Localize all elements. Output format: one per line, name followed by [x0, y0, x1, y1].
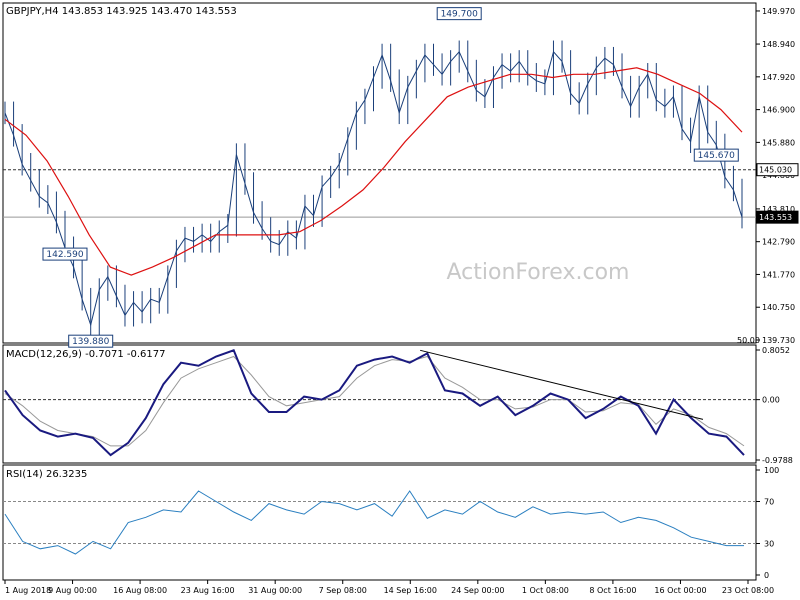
- watermark: ActionForex.com: [447, 260, 630, 285]
- rsi-y-tick-label: 0: [764, 571, 769, 580]
- price-annotation-box: [42, 247, 88, 261]
- x-tick-label: 8 Oct 16:00: [589, 586, 636, 595]
- x-tick-label: 24 Sep 00:00: [451, 586, 504, 595]
- macd-y-tick-label: 0.00: [762, 396, 780, 405]
- rsi-group: 100 70 30 0: [3, 466, 779, 580]
- x-tick-label: 31 Aug 00:00: [248, 586, 302, 595]
- x-tick-label: 16 Aug 08:00: [113, 586, 167, 595]
- price-series-group: [4, 40, 743, 337]
- price-y-tick-label: 148.940: [762, 40, 795, 49]
- x-tick-label: 1 Oct 08:00: [522, 586, 569, 595]
- macd-group: 0.8052 0.00 -0.9788: [3, 346, 793, 465]
- price-y-tick-label: 145.880: [762, 138, 795, 147]
- price-y-tick-label: 146.900: [762, 106, 795, 115]
- rsi-panel-frame: [2, 464, 757, 581]
- price-y-tick-label: 142.790: [762, 238, 795, 247]
- rsi-y-tick-label: 100: [764, 466, 779, 475]
- price-y-tick-label: 139.730: [762, 336, 795, 345]
- price-y-tick-label: 147.920: [762, 73, 795, 82]
- price-y-tick-label: 141.770: [762, 270, 795, 279]
- macd-signal-line: [4, 355, 745, 447]
- price-panel-frame: [2, 2, 757, 344]
- price-level-box: [756, 163, 799, 177]
- rsi-line: [4, 490, 744, 555]
- price-line: [4, 50, 743, 327]
- macd-panel-frame: [2, 344, 757, 464]
- corner-label: 50.00: [737, 336, 760, 345]
- sma-line: [4, 67, 743, 276]
- macd-trendline: [420, 349, 704, 420]
- macd-y-tick-label: -0.9788: [762, 456, 793, 465]
- symbol-label: GBPJPY,H4: [6, 6, 59, 17]
- price-title: GBPJPY,H4 143.853 143.925 143.470 143.55…: [6, 6, 237, 17]
- price-annotation-label: 149.700: [441, 10, 478, 20]
- x-tick-label: 7 Sep 08:00: [319, 586, 367, 595]
- x-tick-label: 16 Oct 00:00: [654, 586, 706, 595]
- price-annotation-label: 142.590: [46, 250, 83, 260]
- price-annotation-label: 145.670: [698, 151, 735, 161]
- x-tick-label: 14 Sep 16:00: [384, 586, 437, 595]
- price-annotations: 149.700 145.670 142.590 139.880: [42, 7, 739, 348]
- macd-title: MACD(12,26,9) -0.7071 -0.6177: [6, 349, 166, 360]
- x-tick-label: 9 Aug 00:00: [48, 586, 97, 595]
- price-annotation-label: 139.880: [72, 337, 109, 347]
- price-y-tick-label: 143.810: [762, 205, 795, 214]
- price-levels: 145.030 143.553: [3, 163, 799, 224]
- price-y-tick-label: 140.750: [762, 303, 795, 312]
- price-annotation-box: [68, 334, 114, 348]
- price-level-label: 145.030: [759, 166, 792, 175]
- macd-y-tick-label: 0.8052: [762, 346, 790, 355]
- ohlc-label: 143.853 143.925 143.470 143.553: [62, 6, 237, 17]
- price-y-tick-label: 149.970: [762, 7, 795, 16]
- price-level-box: [756, 210, 799, 224]
- price-annotation-box: [436, 7, 482, 21]
- price-level-label: 143.553: [759, 213, 792, 222]
- rsi-y-tick-label: 70: [764, 498, 774, 507]
- x-tick-label: 23 Aug 16:00: [181, 586, 235, 595]
- price-annotation-box: [693, 148, 739, 162]
- rsi-y-tick-label: 30: [764, 540, 774, 549]
- rsi-title: RSI(14) 26.3235: [6, 469, 87, 480]
- x-tick-label: 1 Aug 2018: [5, 586, 51, 595]
- x-tick-label: 23 Oct 08:00: [722, 586, 774, 595]
- macd-line: [4, 349, 745, 457]
